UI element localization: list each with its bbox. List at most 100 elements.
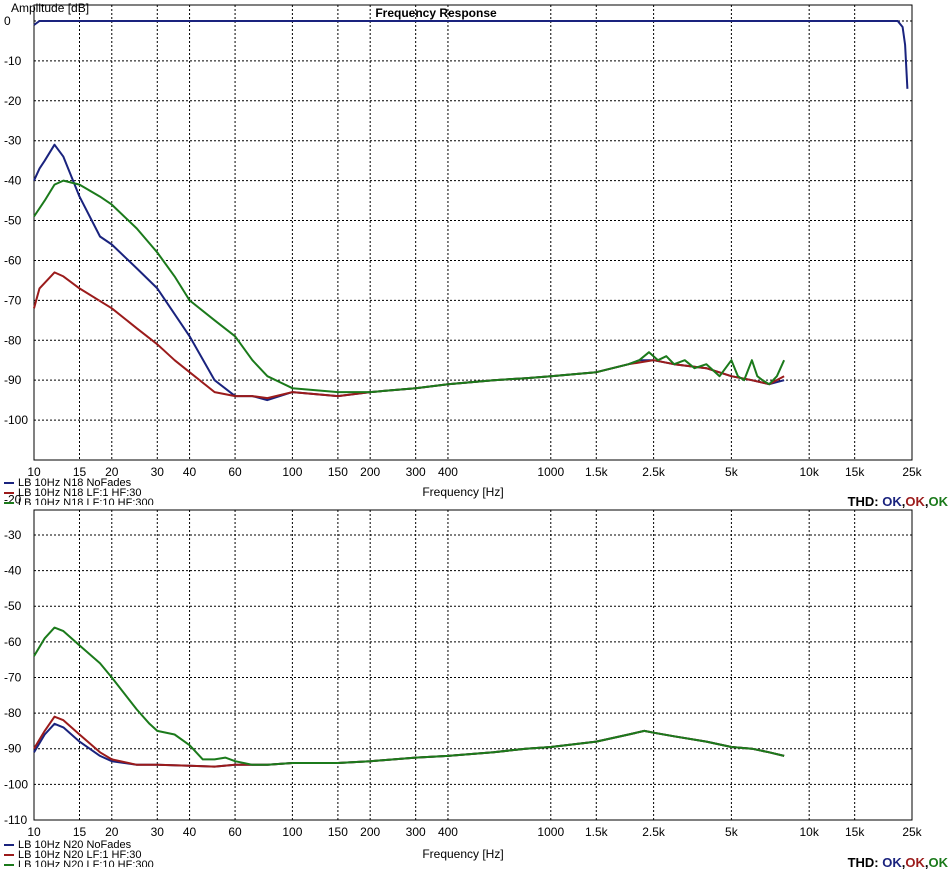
thd-value: OK xyxy=(882,494,902,509)
x-tick-label: 100 xyxy=(282,825,302,839)
x-tick-label: 5k xyxy=(725,825,739,839)
y-tick-label: -80 xyxy=(4,706,22,720)
legend-entry: LB 10Hz N18 LF:10 HF:300 xyxy=(4,498,154,505)
legend-swatch xyxy=(4,854,14,857)
x-tick-label: 20 xyxy=(105,465,119,479)
series-line xyxy=(33,626,785,766)
y-tick-label: 0 xyxy=(4,14,11,28)
x-tick-label: 400 xyxy=(438,825,458,839)
y-tick-label: -100 xyxy=(4,777,28,791)
x-axis-title: Frequency [Hz] xyxy=(422,847,503,861)
y-tick-label: -30 xyxy=(4,528,22,542)
thd-value: OK xyxy=(928,494,949,509)
x-tick-label: 300 xyxy=(406,825,426,839)
legend-swatch xyxy=(4,864,14,867)
x-tick-label: 15k xyxy=(845,825,865,839)
reference-response-line xyxy=(33,20,909,89)
y-tick-label: -50 xyxy=(4,599,22,613)
legend-swatch xyxy=(4,482,14,485)
chart-title: Frequency Response xyxy=(375,6,497,20)
x-tick-label: 5k xyxy=(725,465,739,479)
y-axis-title: Amplitude [dB] xyxy=(11,1,89,15)
x-tick-label: 25k xyxy=(902,465,922,479)
series-line xyxy=(33,179,786,394)
x-tick-label: 1.5k xyxy=(585,465,609,479)
thd-separator: , xyxy=(924,855,929,870)
x-axis-title: Frequency [Hz] xyxy=(422,485,503,499)
y-tick-label: -40 xyxy=(4,564,22,578)
legend-label: LB 10Hz N18 LF:1 HF:30 xyxy=(18,487,142,499)
y-tick-label: -70 xyxy=(4,293,22,307)
thd-label: THD: xyxy=(847,494,883,509)
y-tick-label: -60 xyxy=(4,253,22,267)
thd-value: OK xyxy=(905,855,925,870)
x-tick-label: 200 xyxy=(360,465,380,479)
legend-swatch xyxy=(4,844,14,847)
bottom-legend: LB 10Hz N20 NoFades LB 10Hz N20 LF:1 HF:3… xyxy=(4,840,154,867)
x-tick-label: 1000 xyxy=(537,825,564,839)
thd-separator: , xyxy=(901,494,906,509)
y-tick-label: -10 xyxy=(4,54,22,68)
y-tick-label: -80 xyxy=(4,333,22,347)
x-tick-label: 150 xyxy=(328,465,348,479)
legend-entry: LB 10Hz N20 LF:10 HF:300 xyxy=(4,860,154,867)
thd-value: OK xyxy=(905,494,925,509)
y-tick-label: -90 xyxy=(4,742,22,756)
x-tick-label: 150 xyxy=(328,825,348,839)
y-tick-label: -50 xyxy=(4,214,22,228)
legend-entry: LB 10Hz N18 LF:1 HF:30 xyxy=(4,487,154,499)
plot-frame xyxy=(33,4,913,461)
x-tick-label: 40 xyxy=(183,465,197,479)
thd-value: OK xyxy=(928,855,949,870)
x-tick-label: 25k xyxy=(902,825,922,839)
x-tick-label: 300 xyxy=(406,465,426,479)
x-tick-label: 400 xyxy=(438,465,458,479)
legend-entry: LB 10Hz N20 LF:1 HF:30 xyxy=(4,849,154,861)
x-tick-label: 15 xyxy=(73,465,87,479)
legend-label: LB 10Hz N18 NoFades xyxy=(18,478,132,489)
x-tick-label: 2.5k xyxy=(642,465,666,479)
y-tick-label: -110 xyxy=(4,813,27,827)
legend-entry: LB 10Hz N20 NoFades xyxy=(4,840,154,851)
y-tick-label: -40 xyxy=(4,174,22,188)
x-tick-label: 15 xyxy=(73,825,87,839)
legend-label: LB 10Hz N20 NoFades xyxy=(18,840,132,851)
x-tick-label: 10 xyxy=(27,465,41,479)
x-tick-label: 2.5k xyxy=(642,825,666,839)
x-tick-label: 60 xyxy=(228,465,242,479)
y-tick-label: -30 xyxy=(4,134,22,148)
y-tick-label: -100 xyxy=(4,413,28,427)
thd-separator: , xyxy=(901,855,906,870)
legend-label: LB 10Hz N20 LF:10 HF:300 xyxy=(18,859,154,868)
legend-swatch xyxy=(4,492,14,495)
legend-label: LB 10Hz N18 LF:10 HF:300 xyxy=(18,497,154,506)
bottom-thd-status: THD: OK,OK,OK xyxy=(848,855,948,870)
x-tick-label: 20 xyxy=(105,825,119,839)
plot-frame xyxy=(33,509,913,821)
x-tick-label: 1.5k xyxy=(585,825,609,839)
x-tick-label: 100 xyxy=(282,465,302,479)
top-thd-status: THD: OK,OK,OK xyxy=(848,494,948,509)
x-tick-label: 1000 xyxy=(537,465,564,479)
x-tick-label: 30 xyxy=(151,465,165,479)
top-panel: 10 15 20 30 40 60 100 150 200 300 400 1000 1.5k 2.5k 5… xyxy=(4,4,923,499)
thd-separator: , xyxy=(924,494,929,509)
x-tick-label: 200 xyxy=(360,825,380,839)
bottom-panel: 10 15 20 30 40 60 100 150 200 300 400 1000 1.5k 2.5k 5… xyxy=(4,492,923,861)
y-tick-label: -70 xyxy=(4,670,22,684)
thd-value: OK xyxy=(882,855,902,870)
legend-label: LB 10Hz N20 LF:1 HF:30 xyxy=(18,849,142,861)
legend-entry: LB 10Hz N18 NoFades xyxy=(4,478,154,489)
top-legend: LB 10Hz N18 NoFades LB 10Hz N18 LF:1 HF:3… xyxy=(4,478,154,505)
x-tick-label: 60 xyxy=(228,825,242,839)
x-tick-label: 40 xyxy=(183,825,197,839)
x-tick-label: 30 xyxy=(151,825,165,839)
series-line xyxy=(33,271,785,400)
x-tick-label: 15k xyxy=(845,465,865,479)
series-line xyxy=(33,722,785,768)
y-tick-label: -20 xyxy=(4,94,22,108)
y-tick-label: -60 xyxy=(4,635,22,649)
y-tick-label: -90 xyxy=(4,373,22,387)
x-tick-label: 10 xyxy=(27,825,41,839)
